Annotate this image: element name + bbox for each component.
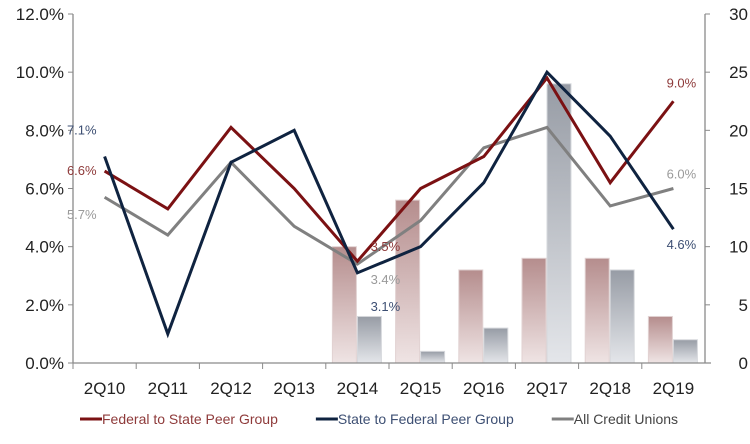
legend-item: State to Federal Peer Group	[315, 411, 514, 427]
bar-federal-to-state	[458, 269, 484, 364]
left-tick-label: 12.0%	[16, 5, 64, 24]
data-label: 3.4%	[371, 272, 401, 287]
right-tick-label: 25	[729, 63, 748, 82]
x-tick-label: 2Q16	[463, 379, 505, 398]
line-all-credit-unions	[103, 125, 674, 266]
left-tick-label: 0.0%	[25, 354, 64, 373]
data-label: 4.6%	[667, 237, 697, 252]
x-tick-label: 2Q14	[337, 379, 379, 398]
left-tick-label: 8.0%	[25, 121, 64, 140]
bar-federal-to-state	[521, 257, 547, 364]
x-tick-label: 2Q19	[653, 379, 695, 398]
left-tick-label: 2.0%	[25, 296, 64, 315]
left-tick-label: 4.0%	[25, 238, 64, 257]
data-label: 3.1%	[371, 299, 401, 314]
x-tick-label: 2Q18	[589, 379, 631, 398]
x-tick-label: 2Q17	[526, 379, 568, 398]
legend-label: State to Federal Peer Group	[338, 411, 514, 427]
bar-state-to-federal	[483, 327, 509, 364]
bar-federal-to-state	[584, 257, 610, 364]
bar-state-to-federal	[672, 339, 698, 364]
left-tick-label: 10.0%	[16, 63, 64, 82]
right-tick-label: 20	[729, 121, 748, 140]
right-tick-label: 5	[739, 296, 748, 315]
bar-state-to-federal	[609, 269, 635, 364]
bar-state-to-federal	[356, 315, 382, 364]
legend-item: Federal to State Peer Group	[80, 411, 278, 427]
x-tick-label: 2Q13	[273, 379, 315, 398]
bar-federal-to-state	[395, 199, 421, 364]
line-state-to-federal-peer-group	[103, 69, 675, 339]
data-label: 7.1%	[67, 123, 97, 138]
data-label: 3.5%	[371, 239, 401, 254]
legend-label: All Credit Unions	[574, 411, 678, 427]
right-tick-label: 30	[729, 5, 748, 24]
bar-federal-to-state	[647, 315, 673, 364]
data-label: 6.6%	[67, 163, 97, 178]
legend-item: All Credit Unions	[551, 411, 678, 427]
x-tick-label: 2Q12	[210, 379, 252, 398]
right-tick-label: 10	[729, 238, 748, 257]
data-label: 9.0%	[667, 75, 697, 90]
line-federal-to-state-peer-group	[103, 75, 675, 264]
bar-state-to-federal	[420, 350, 446, 364]
bar-federal-to-state	[331, 246, 357, 364]
bar-state-to-federal	[546, 83, 572, 364]
data-label: 5.7%	[67, 207, 97, 222]
data-label: 6.0%	[667, 167, 697, 182]
right-tick-label: 0	[739, 354, 748, 373]
right-tick-label: 15	[729, 180, 748, 199]
x-tick-label: 2Q11	[148, 379, 188, 398]
x-tick-label: 2Q15	[400, 379, 442, 398]
left-tick-label: 6.0%	[25, 180, 64, 199]
x-tick-label: 2Q10	[84, 379, 126, 398]
legend-label: Federal to State Peer Group	[102, 411, 278, 427]
